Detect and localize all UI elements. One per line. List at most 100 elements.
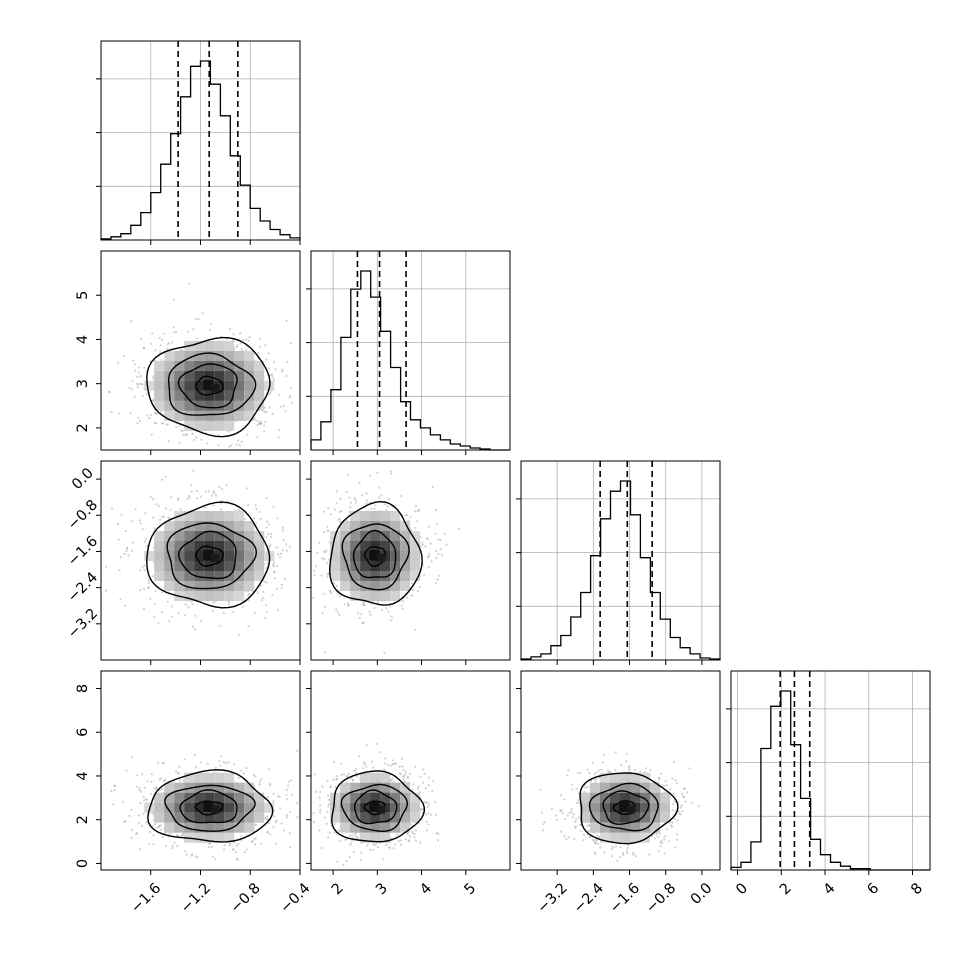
scatter-point [176,845,179,848]
scatter-point [321,557,324,560]
scatter-point [162,421,165,424]
density-cell [204,581,215,591]
density-cell [370,541,381,551]
scatter-point [424,545,427,548]
scatter-point [351,834,354,837]
scatter-point [365,502,368,505]
scatter-point [392,847,395,850]
density-cell [164,541,175,551]
scatter-point [161,515,164,518]
scatter-point [427,566,430,569]
density-cell [164,360,175,371]
scatter-point [238,444,242,447]
density-cell [164,571,175,581]
scatter-point [264,616,267,620]
density-cell [224,561,235,571]
scatter-point [278,555,282,558]
scatter-point [178,442,181,445]
scatter-point [323,557,326,561]
density-cell [154,400,165,411]
scatter-point [402,769,405,772]
scatter-point [138,419,142,423]
scatter-point [191,432,194,435]
density-contour [177,363,238,409]
scatter-point [143,366,146,369]
scatter-point [143,587,146,590]
density-cell [164,561,175,571]
scatter-point [291,793,294,796]
scatter-point [186,433,189,436]
scatter-point [400,843,403,846]
density-cell [244,400,255,411]
density-cell [164,410,175,421]
scatter-point [342,863,345,867]
scatter-point [414,504,417,508]
scatter-point [285,374,288,377]
scatter-point [152,834,155,837]
density-cell [400,822,411,833]
scatter-point [320,574,323,577]
density-cell [204,782,215,793]
density-cell [194,591,205,601]
scatter-point [352,779,355,782]
scatter-point [378,496,381,499]
scatter-point [378,486,381,489]
scatter-point [354,501,357,504]
scatter-point [335,502,338,505]
density-cell [380,541,391,551]
density-cell [360,772,371,783]
density-cell [204,410,215,421]
scatter-point [354,834,357,837]
density-cell [214,571,225,581]
scatter-point [139,522,142,525]
scatter-point [180,429,183,432]
scatter-point [177,612,180,615]
scatter-point [155,412,158,415]
scatter-point [181,430,184,433]
density-cell [224,400,235,411]
density-cell [154,531,165,541]
scatter-point [251,840,254,843]
histogram-step [100,60,301,240]
density-cell [224,551,235,561]
scatter-point [369,613,372,617]
scatter-point [211,609,214,613]
scatter-point [140,824,143,828]
density-cell [194,772,205,783]
scatter-point [162,515,165,518]
scatter-point [347,473,350,476]
scatter-point [434,813,437,816]
scatter-point [319,808,322,811]
scatter-point [414,765,417,769]
scatter-point [176,772,179,775]
scatter-point [421,781,425,784]
scatter-point [159,411,163,414]
scatter-point [263,430,266,433]
scatter-point [146,780,149,783]
scatter-point [343,603,346,606]
scatter-point [366,844,369,847]
scatter-point [166,600,169,603]
scatter-point [401,765,404,768]
scatter-point [273,570,276,574]
density-cell [254,380,265,391]
scatter-point [153,822,157,826]
scatter-point [260,778,263,781]
density-cell [184,581,195,591]
scatter-point [345,860,348,863]
scatter-point [259,420,262,423]
scatter-point [178,765,181,768]
scatter-point [409,516,412,519]
density-cell [204,420,215,431]
density-cell [204,390,215,401]
scatter-point [231,848,235,851]
density-cell [214,350,225,361]
scatter-point [164,844,167,848]
scatter-point [147,581,150,584]
scatter-point [138,822,141,825]
scatter-point [236,439,240,442]
scatter-point [153,603,156,606]
scatter-point [261,597,264,600]
scatter-point [289,846,292,849]
density-cell [154,390,165,401]
